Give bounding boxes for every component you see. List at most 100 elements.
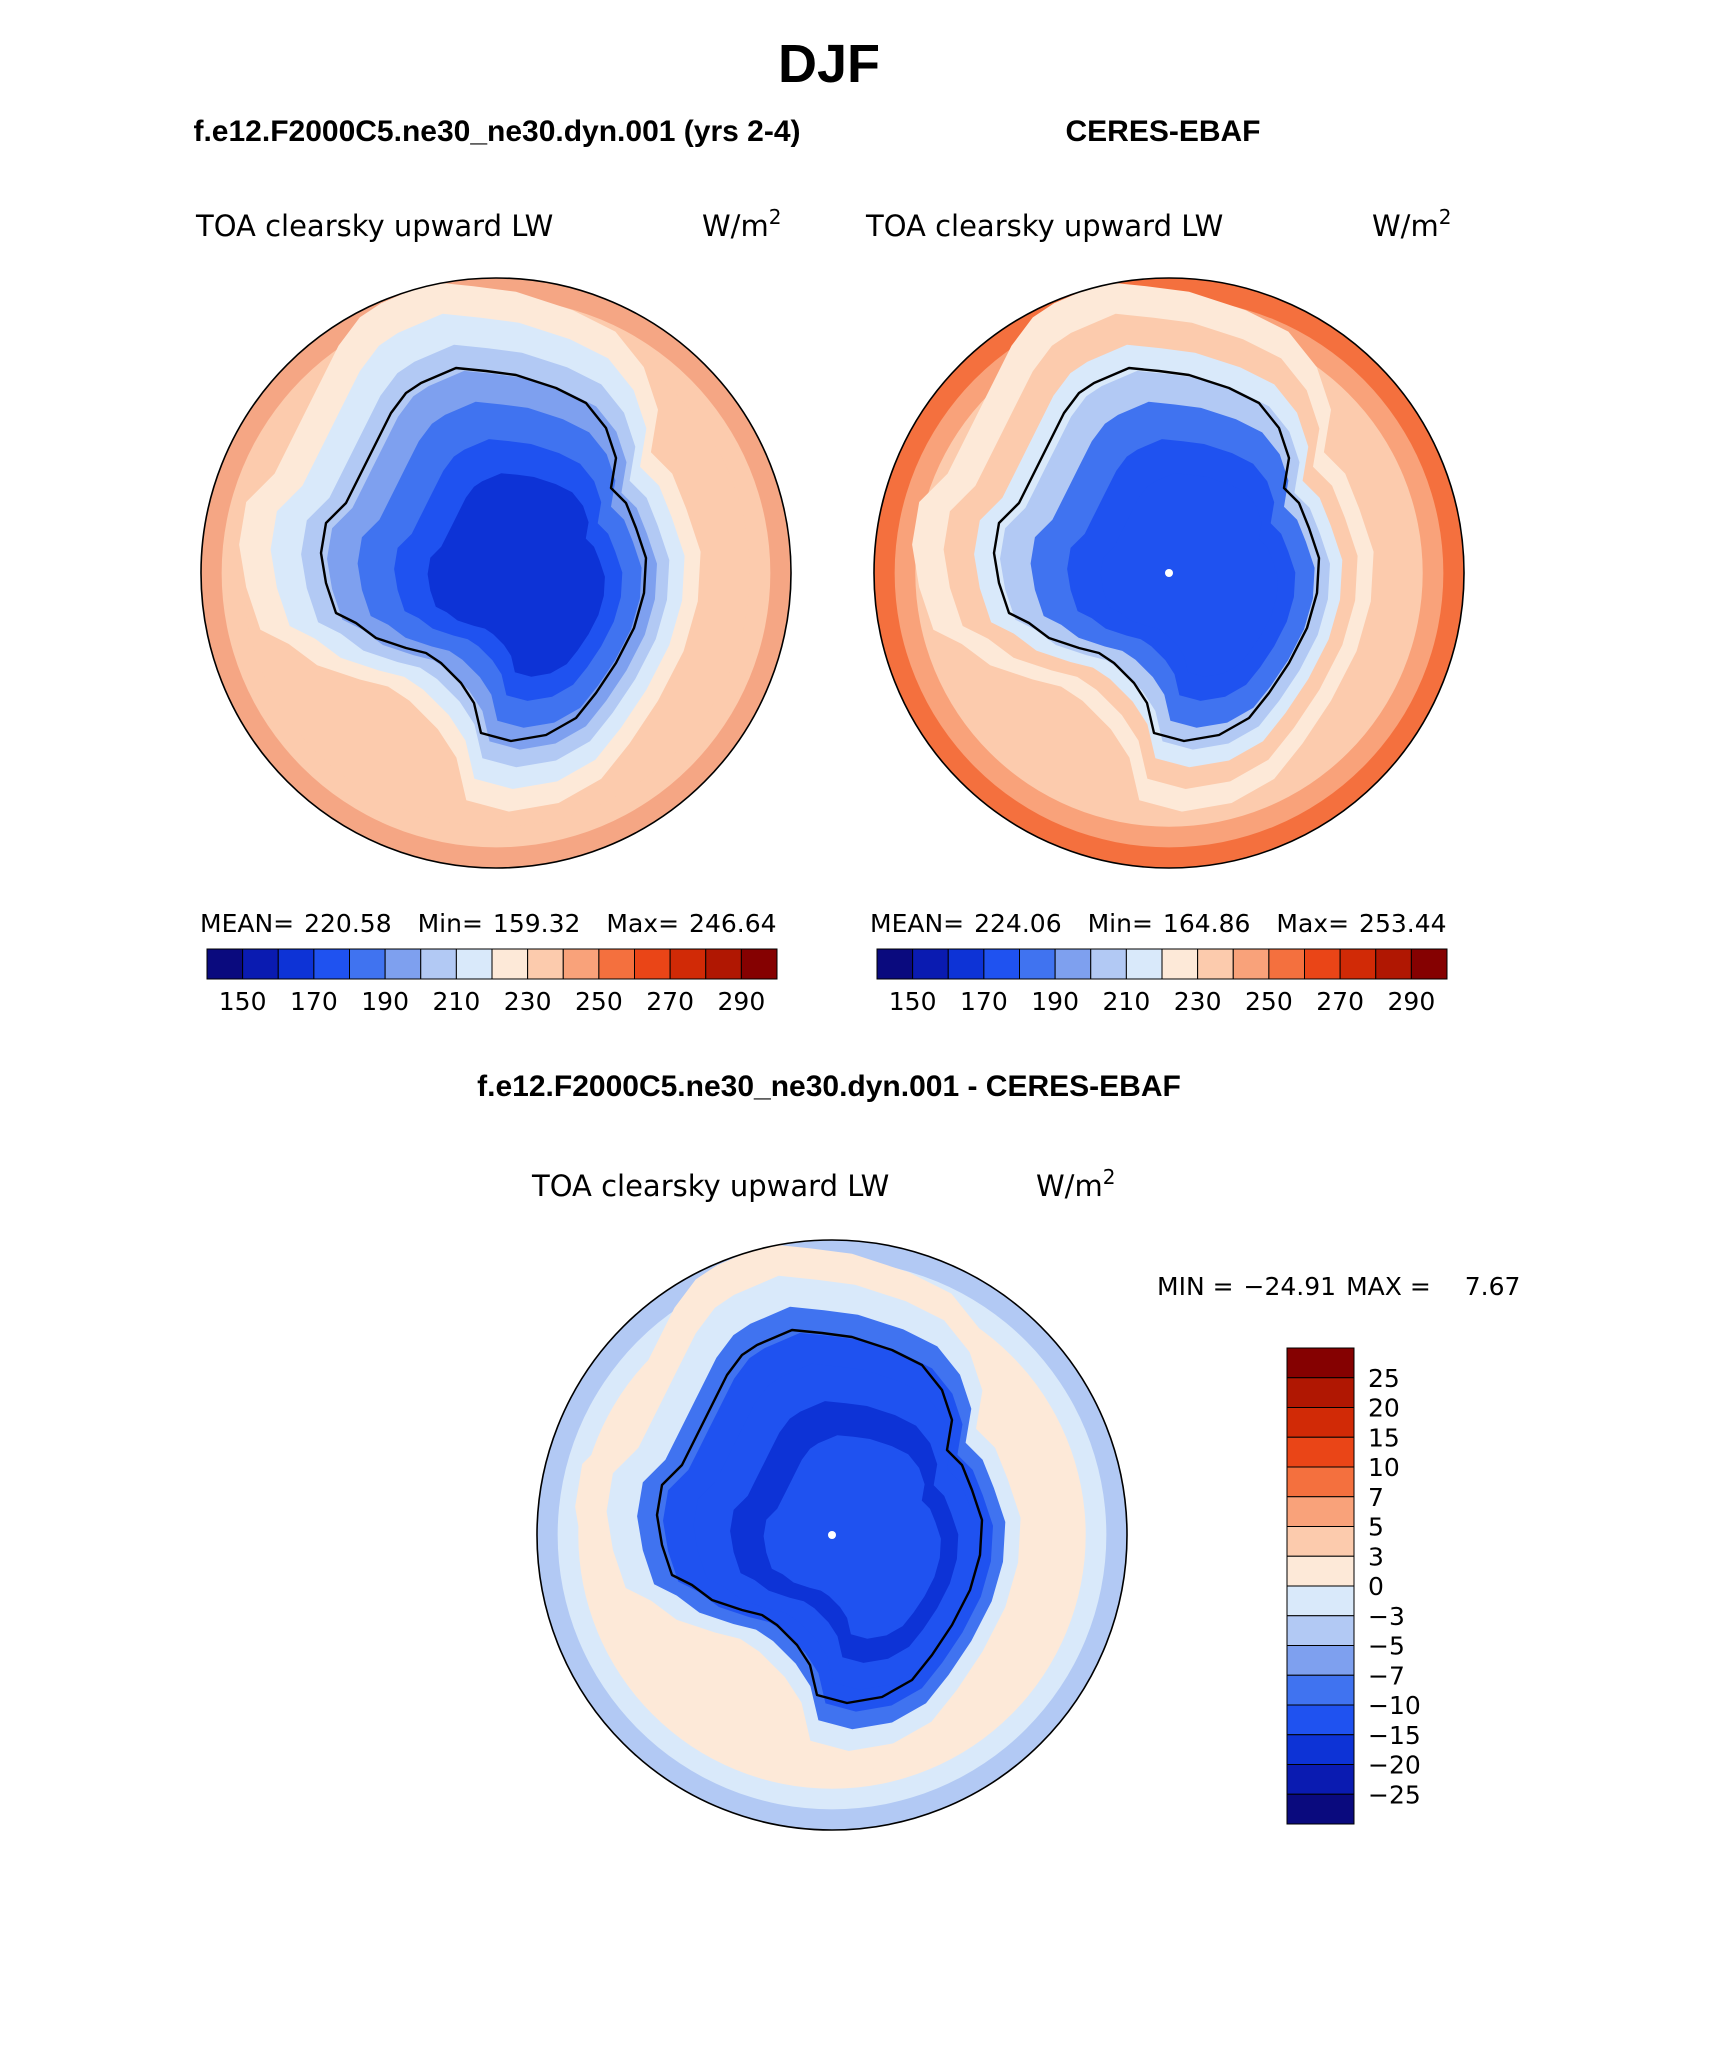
south-pole-marker (828, 1531, 836, 1539)
map-boundary (200, 277, 792, 869)
colorbar-tick-label: −20 (1368, 1751, 1421, 1780)
units-exponent: 2 (1103, 1165, 1116, 1189)
colorbar-swatch (491, 948, 529, 980)
colorbar-tick-label: 230 (504, 987, 552, 1016)
colorbar-tick-label: 10 (1368, 1453, 1400, 1482)
colorbar-swatch (455, 948, 493, 980)
min-value: 164.86 (1163, 909, 1250, 938)
antarctica-coastline (992, 366, 1321, 743)
panel-title: CERES-EBAF (1065, 115, 1260, 148)
colorbar-swatch (242, 948, 279, 980)
colorbar-swatch (562, 948, 600, 980)
panel-model: f.e12.F2000C5.ne30_ne30.dyn.001 (yrs 2-4… (193, 115, 800, 1016)
colorbar-swatch (634, 948, 671, 980)
page-title: DJF (778, 34, 880, 94)
variable-label: TOA clearsky upward LW (865, 209, 1223, 243)
colorbar-swatch (206, 948, 244, 980)
colorbar-swatch (1286, 1674, 1355, 1706)
mean-label: MEAN= (200, 909, 294, 938)
colorbar-swatch (1161, 948, 1199, 980)
minmax-line: MIN = −24.91 MAX = 7.67 (1157, 1272, 1520, 1301)
min-label: Min= (418, 909, 483, 938)
mean-label: MEAN= (870, 909, 964, 938)
colorbar-tick-label: 25 (1368, 1364, 1400, 1393)
units-base: W/m (702, 209, 769, 243)
colorbar-swatch (1286, 1615, 1355, 1646)
colorbar-tick-label: 270 (1316, 987, 1364, 1016)
colorbar-tick-label: 15 (1368, 1423, 1400, 1452)
colorbar-swatch (1286, 1645, 1355, 1676)
colorbar-tick-label: 20 (1368, 1394, 1400, 1423)
colorbar-swatch (1286, 1764, 1355, 1795)
colorbar-tick-label: 0 (1368, 1572, 1384, 1601)
variable-label: TOA clearsky upward LW (531, 1169, 889, 1203)
colorbar-tick-label: −15 (1368, 1721, 1421, 1750)
contour-band-land (427, 473, 605, 677)
colorbar-swatch (1090, 948, 1127, 980)
colorbar-swatch (1286, 1704, 1355, 1736)
colorbar-tick-label: 170 (960, 987, 1008, 1016)
colorbar-swatch (876, 948, 914, 980)
colorbar-tick-label: 7 (1368, 1483, 1384, 1512)
colorbar-swatch (277, 948, 315, 980)
panel-title: f.e12.F2000C5.ne30_ne30.dyn.001 - CERES-… (477, 1070, 1181, 1103)
colorbar-swatch (349, 948, 386, 980)
colorbar-swatch (947, 948, 985, 980)
colorbar-tick-label: 250 (575, 987, 623, 1016)
units-exponent: 2 (1439, 205, 1452, 229)
colorbar-tick-label: −25 (1368, 1780, 1421, 1809)
colorbar-swatch (1054, 948, 1092, 980)
colorbar-swatch (912, 948, 949, 980)
colorbar-tick-label: 3 (1368, 1542, 1384, 1571)
colorbar-tick-label: 270 (646, 987, 694, 1016)
colorbar-swatch (1019, 948, 1056, 980)
colorbar-swatch (1286, 1585, 1355, 1617)
colorbar-swatch (1286, 1496, 1355, 1527)
units-label: W/m2 (1372, 205, 1451, 243)
colorbar-swatch (1304, 948, 1341, 980)
colorbar-swatch (1197, 948, 1234, 980)
colorbar-swatch (1410, 948, 1448, 980)
colorbar-swatch (384, 948, 422, 980)
max-value: 7.67 (1465, 1272, 1521, 1301)
colorbar-tick-label: 290 (1388, 987, 1436, 1016)
colorbar-swatch (598, 948, 635, 980)
colorbar-swatch (527, 948, 564, 980)
colorbar-swatch (705, 948, 742, 980)
colorbar-tick-label: 250 (1245, 987, 1293, 1016)
units-base: W/m (1372, 209, 1439, 243)
units-base: W/m (1036, 1169, 1103, 1203)
colorbar-tick-label: 190 (361, 987, 409, 1016)
min-value: −24.91 (1244, 1272, 1337, 1301)
colorbar-swatch (1286, 1436, 1355, 1468)
min-label: MIN = (1157, 1272, 1234, 1301)
mean-value: 220.58 (304, 909, 391, 938)
map-boundary (873, 277, 1465, 869)
colorbar-tick-label: 210 (1103, 987, 1151, 1016)
contour-band-land (1100, 473, 1278, 677)
colorbar-swatch (1375, 948, 1412, 980)
colorbar-swatch (420, 948, 457, 980)
stats-line: MEAN= 220.58 Min= 159.32 Max= 246.64 (200, 909, 777, 938)
colorbar-tick-label: −7 (1368, 1661, 1405, 1690)
min-label: Min= (1088, 909, 1153, 938)
colorbar-swatch (1339, 948, 1377, 980)
colorbar-swatch (1286, 1555, 1355, 1587)
colorbar-tick-label: 230 (1174, 987, 1222, 1016)
colorbar-swatch (1286, 1347, 1355, 1379)
colorbar-tick-label: 170 (290, 987, 338, 1016)
colorbar-swatch (740, 948, 778, 980)
units-label: W/m2 (702, 205, 781, 243)
colorbar-swatch (1286, 1526, 1355, 1557)
polar-map (200, 277, 792, 869)
units-label: W/m2 (1036, 1165, 1115, 1203)
polar-map (873, 277, 1465, 869)
max-value: 246.64 (689, 909, 776, 938)
min-value: 159.32 (493, 909, 580, 938)
max-label: MAX = (1346, 1272, 1431, 1301)
panel-obs: CERES-EBAF TOA clearsky upward LW W/m2 M… (865, 115, 1465, 1016)
colorbar-swatch (313, 948, 350, 980)
colorbar-swatch (669, 948, 707, 980)
mean-value: 224.06 (974, 909, 1061, 938)
